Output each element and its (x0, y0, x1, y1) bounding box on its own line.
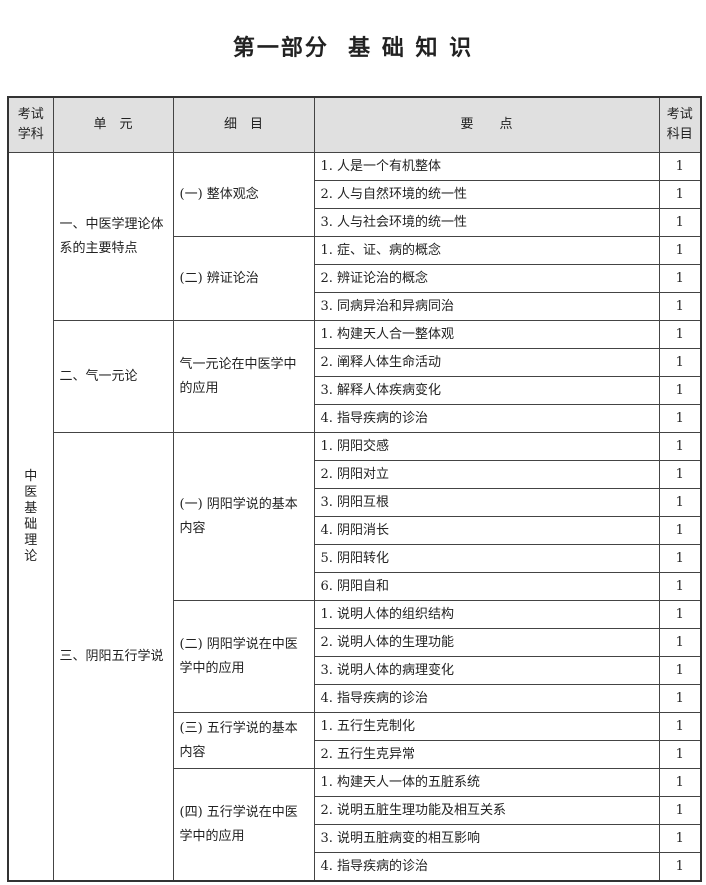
table-row: 2. 说明五脏生理功能及相互关系 1 (8, 796, 702, 825)
score-cell: 1 (658, 740, 702, 769)
score-cell: 1 (658, 320, 702, 349)
score-cell: 1 (658, 768, 702, 797)
point-cell: 2. 人与自然环境的统一性 (313, 180, 660, 209)
score-cell: 1 (658, 824, 702, 853)
detail-cell: (二) 阴阳学说在中医学中的应用 (172, 600, 315, 713)
subject-cell: 中医基础理论 (7, 152, 54, 882)
table-row: 4. 指导疾病的诊治 1 (8, 852, 702, 882)
unit-cell: 一、中医学理论体系的主要特点 (52, 152, 174, 321)
table-row: 5. 阴阳转化 1 (8, 544, 702, 573)
point-cell: 2. 五行生克异常 (313, 740, 660, 769)
unit-cell: 二、气一元论 (52, 320, 174, 433)
point-cell: 1. 阴阳交感 (313, 432, 660, 461)
score-cell: 1 (658, 544, 702, 573)
point-cell: 3. 人与社会环境的统一性 (313, 208, 660, 237)
score-cell: 1 (658, 600, 702, 629)
score-cell: 1 (658, 264, 702, 293)
detail-cell: (二) 辨证论治 (172, 236, 315, 321)
header-row: 考试学科 单 元 细 目 要 点 考试科目 (7, 96, 702, 153)
point-cell: 4. 阴阳消长 (313, 516, 660, 545)
table-row: 4. 指导疾病的诊治 1 (8, 404, 702, 433)
table-row: 2. 说明人体的生理功能 1 (8, 628, 702, 657)
table-row: 3. 人与社会环境的统一性 1 (8, 208, 702, 237)
point-cell: 3. 同病异治和异病同治 (313, 292, 660, 321)
score-cell: 1 (658, 684, 702, 713)
point-cell: 4. 指导疾病的诊治 (313, 684, 660, 713)
point-cell: 1. 五行生克制化 (313, 712, 660, 741)
score-cell: 1 (658, 376, 702, 405)
point-cell: 1. 构建天人合一整体观 (313, 320, 660, 349)
score-cell: 1 (658, 432, 702, 461)
point-cell: 1. 症、证、病的概念 (313, 236, 660, 265)
score-cell: 1 (658, 656, 702, 685)
point-cell: 3. 说明人体的病理变化 (313, 656, 660, 685)
score-cell: 1 (658, 348, 702, 377)
header-score: 考试科目 (658, 96, 702, 153)
point-cell: 3. 解释人体疾病变化 (313, 376, 660, 405)
detail-cell: (一) 整体观念 (172, 152, 315, 237)
point-cell: 3. 阴阳互根 (313, 488, 660, 517)
point-cell: 2. 阐释人体生命活动 (313, 348, 660, 377)
score-cell: 1 (658, 180, 702, 209)
point-cell: 1. 人是一个有机整体 (313, 152, 660, 181)
score-cell: 1 (658, 404, 702, 433)
score-cell: 1 (658, 628, 702, 657)
detail-cell: (一) 阴阳学说的基本内容 (172, 432, 315, 601)
syllabus-table: 考试学科 单 元 细 目 要 点 考试科目 中医基础理论 一、中医学理论体系的主要… (7, 96, 702, 882)
header-unit: 单 元 (52, 96, 174, 153)
table-row: 中医基础理论 一、中医学理论体系的主要特点 (一) 整体观念 1. 人是一个有机整体 1 (7, 152, 702, 882)
table-row: 3. 解释人体疾病变化 1 (8, 376, 702, 405)
score-cell: 1 (658, 460, 702, 489)
point-cell: 2. 辨证论治的概念 (313, 264, 660, 293)
score-cell: 1 (658, 712, 702, 741)
point-cell: 4. 指导疾病的诊治 (313, 404, 660, 433)
point-cell: 4. 指导疾病的诊治 (313, 852, 660, 882)
table-row: (三) 五行学说的基本内容 1. 五行生克制化 1 (8, 712, 702, 769)
detail-cell: (四) 五行学说在中医学中的应用 (172, 768, 315, 882)
score-cell: 1 (658, 796, 702, 825)
point-cell: 1. 构建天人一体的五脏系统 (313, 768, 660, 797)
score-cell: 1 (658, 852, 702, 882)
detail-cell: 气一元论在中医学中的应用 (172, 320, 315, 433)
point-cell: 5. 阴阳转化 (313, 544, 660, 573)
table-row: 二、气一元论 气一元论在中医学中的应用 1. 构建天人合一整体观 1 (8, 320, 702, 433)
header-detail: 细 目 (172, 96, 315, 153)
score-cell: 1 (658, 292, 702, 321)
table-row: (二) 辨证论治 1. 症、证、病的概念 1 (8, 236, 702, 321)
header-subject: 考试学科 (7, 96, 54, 153)
detail-cell: (三) 五行学说的基本内容 (172, 712, 315, 769)
score-cell: 1 (658, 572, 702, 601)
point-cell: 3. 说明五脏病变的相互影响 (313, 824, 660, 853)
score-cell: 1 (658, 236, 702, 265)
table-row: 3. 说明五脏病变的相互影响 1 (8, 824, 702, 853)
table-row: 2. 人与自然环境的统一性 1 (8, 180, 702, 209)
score-cell: 1 (658, 208, 702, 237)
page-title: 第一部分 基 础 知 识 (232, 36, 474, 61)
point-cell: 6. 阴阳自和 (313, 572, 660, 601)
table-row: 4. 指导疾病的诊治 1 (8, 684, 702, 713)
point-cell: 2. 说明人体的生理功能 (313, 628, 660, 657)
table-row: 三、阴阳五行学说 (一) 阴阳学说的基本内容 1. 阴阳交感 1 (8, 432, 702, 882)
table-row: (二) 阴阳学说在中医学中的应用 1. 说明人体的组织结构 1 (8, 600, 702, 713)
unit-cell: 三、阴阳五行学说 (52, 432, 174, 882)
point-cell: 2. 阴阳对立 (313, 460, 660, 489)
score-cell: 1 (658, 488, 702, 517)
header-points: 要 点 (313, 96, 660, 153)
point-cell: 2. 说明五脏生理功能及相互关系 (313, 796, 660, 825)
table-row: 3. 说明人体的病理变化 1 (8, 656, 702, 685)
score-cell: 1 (658, 152, 702, 181)
score-cell: 1 (658, 516, 702, 545)
point-cell: 1. 说明人体的组织结构 (313, 600, 660, 629)
